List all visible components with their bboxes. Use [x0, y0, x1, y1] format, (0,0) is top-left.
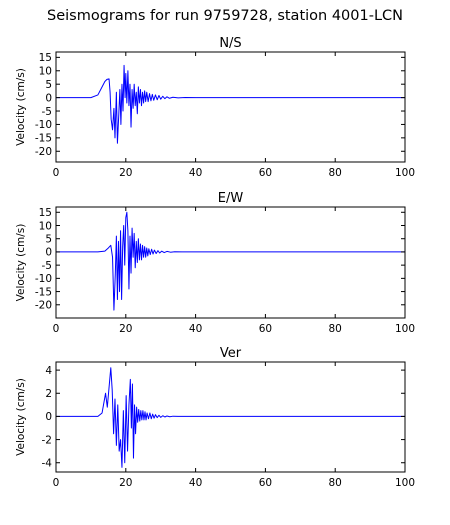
- ns-xtick-label: 40: [189, 167, 202, 179]
- ew-ytick-label: -20: [35, 300, 52, 312]
- ns-ylabel: Velocity (cm/s): [15, 68, 27, 146]
- ns-ytick-label: -10: [35, 119, 52, 131]
- ew-xtick-label: 60: [259, 323, 272, 335]
- ns-xtick-label: 60: [259, 167, 272, 179]
- ver-axes-frame: [55, 361, 406, 473]
- ns-axes-frame: [55, 51, 406, 163]
- ns-xtick-label: 0: [53, 167, 60, 179]
- ew-xtick-label: 20: [119, 323, 132, 335]
- ns-ytick-label: -15: [35, 133, 52, 145]
- ew-ytick-label: 5: [45, 234, 52, 246]
- ns-ytick-label: -20: [35, 146, 52, 158]
- ver-xtick-label: 0: [53, 477, 60, 489]
- ver-xtick-label: 40: [189, 477, 202, 489]
- ew-xtick-label: 100: [395, 323, 415, 335]
- ver-xtick-label: 80: [329, 477, 342, 489]
- ns-ytick-label: -5: [42, 106, 52, 118]
- ew-panel-title: E/W: [218, 191, 244, 206]
- ns-xtick-label: 20: [119, 167, 132, 179]
- ew-series-line: [56, 211, 405, 311]
- ew-ytick-label: -15: [35, 286, 52, 298]
- ew-ytick-label: 10: [39, 220, 52, 232]
- ns-panel-title: N/S: [219, 36, 241, 51]
- ns-series-line: [56, 64, 405, 144]
- ver-ytick-label: 0: [45, 411, 52, 423]
- ns-xtick-label: 100: [395, 167, 415, 179]
- ew-axes-frame: [55, 206, 406, 319]
- ns-ytick-label: 5: [45, 79, 52, 91]
- ns-xtick-label: 80: [329, 167, 342, 179]
- figure-suptitle: Seismograms for run 9759728, station 400…: [46, 8, 404, 24]
- ew-ytick-label: -10: [35, 273, 52, 285]
- ns-ytick-label: 0: [45, 92, 52, 104]
- ver-xtick-label: 100: [395, 477, 415, 489]
- ns-ytick-label: 15: [39, 52, 52, 64]
- ver-series-line: [56, 367, 405, 468]
- ver-ytick-label: 4: [45, 365, 52, 377]
- ver-panel-title: Ver: [220, 346, 242, 361]
- ver-ytick-label: -4: [42, 458, 53, 470]
- ew-ytick-label: 15: [39, 207, 52, 219]
- ew-xtick-label: 40: [189, 323, 202, 335]
- ew-ytick-label: 0: [45, 247, 52, 259]
- ver-ylabel: Velocity (cm/s): [15, 378, 27, 456]
- ew-xtick-label: 80: [329, 323, 342, 335]
- ver-xtick-label: 20: [119, 477, 132, 489]
- ew-ytick-label: -5: [42, 260, 52, 272]
- ew-xtick-label: 0: [53, 323, 60, 335]
- ew-ylabel: Velocity (cm/s): [15, 224, 27, 302]
- ns-ytick-label: 10: [39, 66, 52, 78]
- ver-ytick-label: -2: [42, 434, 52, 446]
- ver-ytick-label: 2: [45, 388, 52, 400]
- ver-xtick-label: 60: [259, 477, 272, 489]
